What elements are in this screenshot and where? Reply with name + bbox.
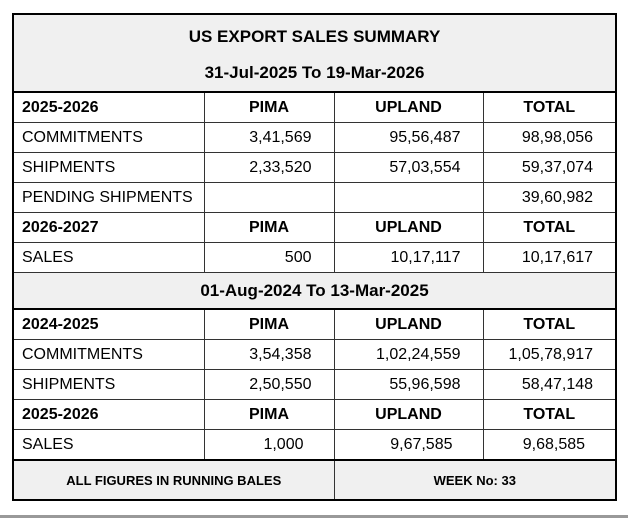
season-label: 2025-2026 — [12, 399, 205, 430]
total-value: 58,47,148 — [482, 369, 617, 400]
pima-value: 3,54,358 — [203, 339, 335, 370]
upland-value: 9,67,585 — [333, 429, 484, 461]
pima-value — [203, 182, 335, 213]
col-total: TOTAL — [482, 212, 617, 243]
col-pima: PIMA — [203, 399, 335, 430]
upland-value: 10,17,117 — [333, 242, 484, 273]
row-label: SALES — [12, 429, 205, 461]
upland-value: 95,56,487 — [333, 122, 484, 153]
total-value: 98,98,056 — [482, 122, 617, 153]
col-total: TOTAL — [482, 91, 617, 123]
season-label: 2025-2026 — [12, 91, 205, 123]
upland-value — [333, 182, 484, 213]
section-header-row: 2025-2026 PIMA UPLAND TOTAL — [12, 91, 617, 123]
table-row: SALES 1,000 9,67,585 9,68,585 — [12, 429, 617, 461]
section-header-row: 2024-2025 PIMA UPLAND TOTAL — [12, 308, 617, 340]
total-value: 9,68,585 — [482, 429, 617, 461]
row-label: SALES — [12, 242, 205, 273]
col-upland: UPLAND — [333, 308, 484, 340]
table-title: US EXPORT SALES SUMMARY — [13, 13, 617, 55]
col-total: TOTAL — [482, 308, 617, 340]
season-label: 2026-2027 — [12, 212, 205, 243]
pima-value: 2,50,550 — [203, 369, 335, 400]
upland-value: 57,03,554 — [333, 152, 484, 183]
row-label: COMMITMENTS — [12, 122, 205, 153]
pima-value: 2,33,520 — [203, 152, 335, 183]
export-sales-summary-table: US EXPORT SALES SUMMARY 31-Jul-2025 To 1… — [12, 13, 618, 501]
total-value: 59,37,074 — [482, 152, 617, 183]
upland-value: 1,02,24,559 — [333, 339, 484, 370]
week-number: WEEK No: 33 — [333, 459, 617, 501]
date-range: 31-Jul-2025 To 19-Mar-2026 — [13, 55, 617, 93]
pima-value: 3,41,569 — [203, 122, 335, 153]
pima-value: 500 — [203, 242, 335, 273]
total-value: 1,05,78,917 — [482, 339, 617, 370]
section-header-row: 2026-2027 PIMA UPLAND TOTAL — [12, 212, 617, 243]
season-label: 2024-2025 — [12, 308, 205, 340]
col-upland: UPLAND — [333, 212, 484, 243]
units-note: ALL FIGURES IN RUNNING BALES — [12, 459, 335, 501]
table-row: COMMITMENTS 3,54,358 1,02,24,559 1,05,78… — [12, 339, 617, 370]
date-range: 01-Aug-2024 To 13-Mar-2025 — [13, 272, 617, 310]
col-pima: PIMA — [203, 91, 335, 123]
table-row: PENDING SHIPMENTS 39,60,982 — [12, 182, 617, 213]
row-label: SHIPMENTS — [12, 152, 205, 183]
col-pima: PIMA — [203, 308, 335, 340]
table-row: SHIPMENTS 2,33,520 57,03,554 59,37,074 — [12, 152, 617, 183]
row-label: SHIPMENTS — [12, 369, 205, 400]
bottom-divider — [0, 515, 628, 518]
table-row: COMMITMENTS 3,41,569 95,56,487 98,98,056 — [12, 122, 617, 153]
col-upland: UPLAND — [333, 399, 484, 430]
upland-value: 55,96,598 — [333, 369, 484, 400]
total-value: 39,60,982 — [482, 182, 617, 213]
section-header-row: 2025-2026 PIMA UPLAND TOTAL — [12, 399, 617, 430]
pima-value: 1,000 — [203, 429, 335, 461]
col-upland: UPLAND — [333, 91, 484, 123]
total-value: 10,17,617 — [482, 242, 617, 273]
table-row: SHIPMENTS 2,50,550 55,96,598 58,47,148 — [12, 369, 617, 400]
table-row: SALES 500 10,17,117 10,17,617 — [12, 242, 617, 273]
col-pima: PIMA — [203, 212, 335, 243]
row-label: COMMITMENTS — [12, 339, 205, 370]
col-total: TOTAL — [482, 399, 617, 430]
row-label: PENDING SHIPMENTS — [12, 182, 205, 213]
